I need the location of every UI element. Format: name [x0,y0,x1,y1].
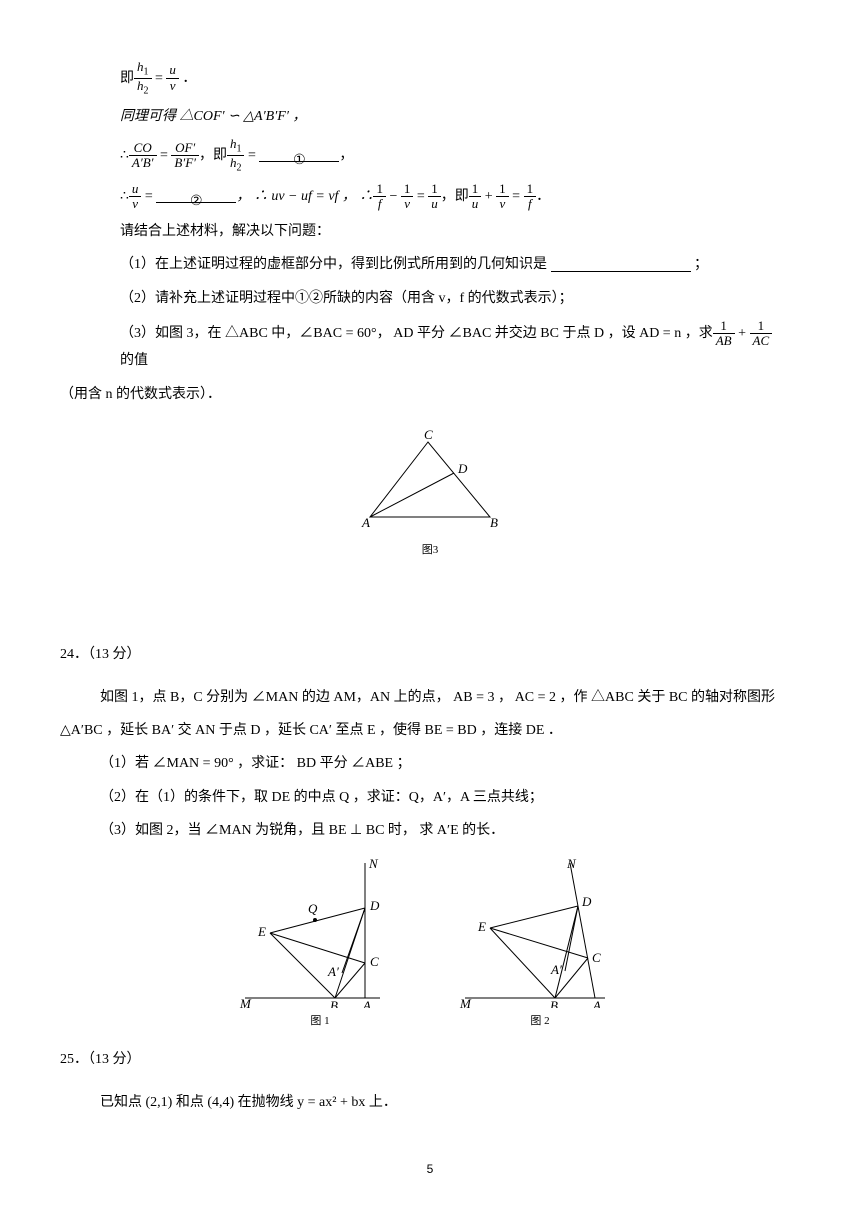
eq2: = [157,143,172,168]
eq3: = [244,143,259,168]
prompt-text: 请结合上述材料，解决以下问题： [120,219,800,244]
f1-d: D [369,898,380,913]
frac-of-bf: OF′B′F′ [171,141,199,171]
therefore-2: ∴ [120,184,129,209]
frac-1v: 1v [401,182,414,212]
ji2: ，即 [441,184,469,209]
frac-1v-b: 1v [496,182,509,212]
f1-n: N [368,858,379,871]
frac-u-v: uv [166,63,179,93]
blank-1-label: ① [293,153,306,168]
fig1-caption: 图 1 [235,1012,405,1032]
problem-25-num: 25．（13 分） [60,1047,800,1072]
q1-text: （1）在上述证明过程的虚框部分中，得到比例式所用到的几何知识是 [120,257,547,272]
blank-1: ① [259,148,339,162]
minus: − [386,184,401,209]
page-number: 5 [0,1159,860,1181]
frac-h1-h2-b: h1h2 [227,137,245,173]
fig3-label-c: C [424,427,433,442]
f2-ap: A′ [550,962,562,977]
eq: = [152,66,167,91]
p25-text: 已知点 (2,1) 和点 (4,4) 在抛物线 y = ax² + bx 上． [100,1090,800,1115]
f1-e: E [257,924,266,939]
proof-line-1: 即 h1h2 = uv ． [120,60,800,96]
frac-h1-h2: h1h2 [134,60,152,96]
p24-intro-a: 如图 1，点 B，C 分别为 ∠MAN 的边 AM，AN 上的点， AB = 3… [100,685,800,710]
frac-u-v-b: uv [129,182,142,212]
f1-a: A [362,998,371,1008]
q3-text-a: （3）如图 3，在 △ABC 中，∠BAC = 60°， AD 平分 ∠BAC … [120,321,713,346]
p24-q1: （1）若 ∠MAN = 90° ，求证： BD 平分 ∠ABE ； [100,751,800,776]
frac-co-ab: COA′B′ [129,141,157,171]
period: ． [179,66,197,91]
f2-c: C [592,950,601,965]
proof-line-3: ∴ COA′B′ = OF′B′F′ ，即 h1h2 = ① ， [120,137,800,173]
proof-line-2: 同理可得 △COF′ ∽ △A′B′F′ ， [120,104,800,129]
f2-b: B [550,998,558,1008]
eq6: = [509,184,524,209]
p24-q2: （2）在（1）的条件下，取 DE 的中点 Q ，求证：Q，A′，A 三点共线； [100,785,800,810]
text-ji: 即 [120,66,134,91]
fig3-label-b: B [490,515,498,530]
figures-1-2: N D Q E A′ C M B A 图 1 N D E A′ C M [60,858,800,1032]
question-2: （2）请补充上述证明过程中①②所缺的内容（用含 v，f 的代数式表示）； [120,286,800,311]
f1-m: M [239,996,252,1008]
eq-text: ， ∴ uv − uf = vf ， ∴ [236,184,373,209]
eq4: = [141,184,156,209]
q1-end: ； [694,257,708,272]
mid-ji: ，即 [199,143,227,168]
p24-intro-text-a: 如图 1，点 B，C 分别为 ∠MAN 的边 AM，AN 上的点， AB = 3… [100,690,775,705]
f2-a: A [592,998,601,1008]
period2: ． [536,184,550,209]
question-3: （3）如图 3，在 △ABC 中，∠BAC = 60°， AD 平分 ∠BAC … [120,319,800,374]
figure-2: N D E A′ C M B A 图 2 [455,858,625,1032]
comma1: ， [339,143,353,168]
question-1: （1）在上述证明过程的虚框部分中，得到比例式所用到的几何知识是 ； [120,252,800,277]
p24-q3: （3）如图 2，当 ∠MAN 为锐角，且 BE ⊥ BC 时， 求 A′E 的长… [100,818,800,843]
triangle-svg: A B C D [350,427,510,537]
question-3-cont: （用含 n 的代数式表示）． [60,382,800,407]
f2-m: M [459,996,472,1008]
frac-1-ab: 1AB [713,319,735,349]
blank-2-label: ② [190,194,203,209]
fig3-label-a: A [361,515,370,530]
frac-1f-b: 1f [524,182,537,212]
fig2-caption: 图 2 [455,1012,625,1032]
f2-n: N [566,858,577,871]
f1-c: C [370,954,379,969]
plus: + [481,184,496,209]
problem-24-num: 24．（13 分） [60,642,800,667]
p24-intro-b: △A′BC ，延长 BA′ 交 AN 于点 D ，延长 CA′ 至点 E ，使得… [60,718,800,743]
blank-2: ② [156,189,236,203]
f1-ap: A′ [327,964,339,979]
therefore-1: ∴ [120,143,129,168]
q1-blank [551,258,691,272]
frac-1-ac: 1AC [750,319,773,349]
eq5: = [413,184,428,209]
frac-1u: 1u [428,182,441,212]
f1-b: B [330,998,338,1008]
q3-text-b: 的值 [120,348,148,373]
f2-e: E [477,919,486,934]
frac-1u-b: 1u [469,182,482,212]
figure-3: A B C D 图3 [60,427,800,562]
f2-d: D [581,894,592,909]
fig3-caption: 图3 [350,541,510,561]
similar-text: 同理可得 △COF′ ∽ △A′B′F′ ， [120,109,306,124]
f1-q: Q [308,901,318,916]
figure-1: N D Q E A′ C M B A 图 1 [235,858,405,1032]
plus2: + [735,321,750,346]
frac-1f: 1f [373,182,386,212]
proof-line-4: ∴ uv = ② ， ∴ uv − uf = vf ， ∴ 1f − 1v = … [120,182,800,212]
fig3-label-d: D [457,461,468,476]
